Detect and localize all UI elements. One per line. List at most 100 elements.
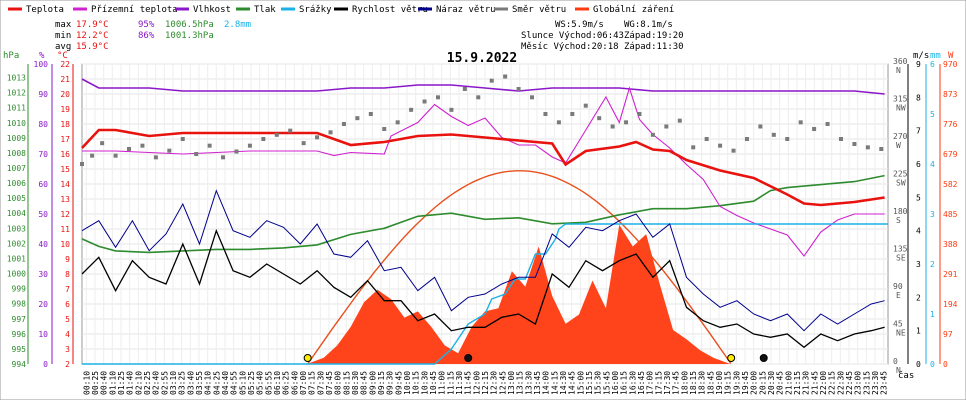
x-tick-label: 21:00 [784, 371, 793, 395]
x-tick-label: 16:00 [611, 371, 620, 395]
dir-tick-label: 45 [893, 320, 903, 329]
wind-direction-point [462, 87, 467, 91]
radiation-theoretical-curve [307, 170, 732, 365]
x-tick-label: 10:00 [403, 371, 412, 395]
rad-tick-label: 0 [943, 360, 948, 369]
wind-direction-point [435, 95, 440, 100]
wind-tick-label: 5 [916, 193, 921, 202]
stats-min-press: 1001.3hPa [165, 31, 214, 41]
legend-label: Teplota [26, 5, 64, 15]
x-tick-label: 14:00 [542, 371, 551, 395]
temp-tick-label: 21 [60, 75, 70, 84]
temp-tick-label: 17 [60, 135, 70, 144]
wind-direction-point [207, 143, 212, 148]
series-globalni-zareni [82, 224, 888, 364]
dir-name-label: N [896, 366, 901, 375]
x-tick-label: 18:15 [689, 371, 698, 395]
axis-label-wind: m/s [913, 51, 929, 61]
dir-tick-label: 270 [893, 132, 908, 141]
wind-direction-point [852, 142, 857, 146]
temp-tick-label: 13 [60, 195, 70, 204]
x-tick-label: 22:45 [845, 371, 854, 395]
x-tick-label: 04:25 [212, 371, 221, 395]
series-layer [80, 74, 888, 365]
x-tick-label: 19:15 [724, 371, 733, 395]
temp-tick-label: 18 [60, 120, 70, 129]
wind-direction-point [368, 112, 373, 116]
x-tick-label: 01:40 [126, 371, 135, 395]
x-tick-label: 12:30 [490, 371, 499, 395]
hpa-tick-label: 1012 [7, 89, 26, 98]
info-sun-set: Západ:19:20 [624, 31, 684, 41]
rad-tick-label: 776 [943, 120, 958, 129]
wind-direction-point [355, 116, 360, 121]
wind-direction-point [113, 153, 118, 158]
temp-tick-label: 20 [60, 90, 70, 99]
x-tick-label: 11:00 [438, 371, 447, 395]
x-tick-label: 14:45 [568, 371, 577, 395]
x-tick-label: 21:30 [802, 371, 811, 395]
x-tick-label: 10:30 [420, 371, 429, 395]
x-tick-label: 12:00 [472, 371, 481, 395]
temp-tick-label: 22 [60, 60, 70, 69]
x-tick-label: 09:00 [368, 371, 377, 395]
hpa-tick-label: 994 [12, 360, 27, 369]
x-tick-label: 07:45 [325, 371, 334, 395]
temp-tick-label: 12 [60, 210, 70, 219]
axis-label-temp: °C [57, 51, 68, 61]
x-tick-label: 18:30 [698, 371, 707, 395]
x-tick-label: 16:45 [637, 371, 646, 395]
stats-max-label: max [55, 20, 72, 30]
wind-direction-point [758, 124, 763, 129]
temp-tick-label: 3 [65, 345, 70, 354]
stats-max-rain: 2.8mm [224, 20, 251, 30]
wind-direction-point [785, 137, 790, 141]
stats-max-temp: 17.9°C [76, 20, 109, 30]
x-tick-label: 04:10 [204, 371, 213, 395]
x-tick-label: 06:25 [282, 371, 291, 395]
dir-name-label: N [896, 66, 901, 75]
hpa-tick-label: 1001 [7, 254, 26, 263]
stats-avg-temp: 15.9°C [76, 42, 109, 52]
x-tick-label: 18:00 [680, 371, 689, 395]
wind-direction-point [825, 122, 830, 126]
stats-min-hum: 86% [138, 31, 155, 41]
hpa-tick-label: 1002 [7, 239, 26, 248]
x-tick-label: 15:00 [576, 371, 585, 395]
wind-direction-point [274, 132, 279, 137]
wind-direction-point [838, 137, 843, 141]
temp-tick-label: 10 [60, 240, 70, 249]
pct-tick-label: 80 [38, 120, 48, 129]
wind-direction-point [449, 107, 454, 112]
series-teplota [81, 128, 885, 207]
wind-direction-point [395, 120, 400, 125]
hpa-tick-label: 1000 [7, 270, 26, 279]
rad-tick-label: 873 [943, 90, 958, 99]
series-prizemni-teplota [82, 86, 885, 257]
x-tick-label: 03:40 [186, 371, 195, 395]
hpa-tick-label: 1011 [7, 104, 26, 113]
wind-direction-point [127, 147, 132, 151]
x-tick-label: 00:40 [100, 371, 109, 395]
x-tick-label: 09:45 [394, 371, 403, 395]
wind-direction-point [100, 141, 105, 146]
wind-direction-point [570, 112, 575, 116]
x-tick-label: 11:15 [446, 371, 455, 395]
rain-tick-label: 0 [930, 360, 935, 369]
x-tick-label: 14:30 [559, 371, 568, 395]
x-tick-label: 19:00 [715, 371, 724, 395]
x-tick-label: 04:55 [230, 371, 239, 395]
wind-direction-point [691, 145, 696, 150]
x-tick-label: 02:40 [152, 371, 161, 395]
x-tick-label: 17:30 [663, 371, 672, 395]
x-tick-label: 05:40 [256, 371, 265, 395]
x-tick-label: 13:00 [507, 371, 516, 395]
x-tick-label: 11:30 [455, 371, 464, 395]
wind-direction-point [865, 145, 870, 150]
x-tick-label: 19:30 [732, 371, 741, 395]
legend-label: Náraz větru [436, 5, 496, 15]
info-moon-rise: Měsíc Východ:20:18 [521, 42, 619, 52]
pct-tick-label: 40 [38, 240, 48, 249]
info-wg: WG:8.1m/s [624, 20, 673, 30]
